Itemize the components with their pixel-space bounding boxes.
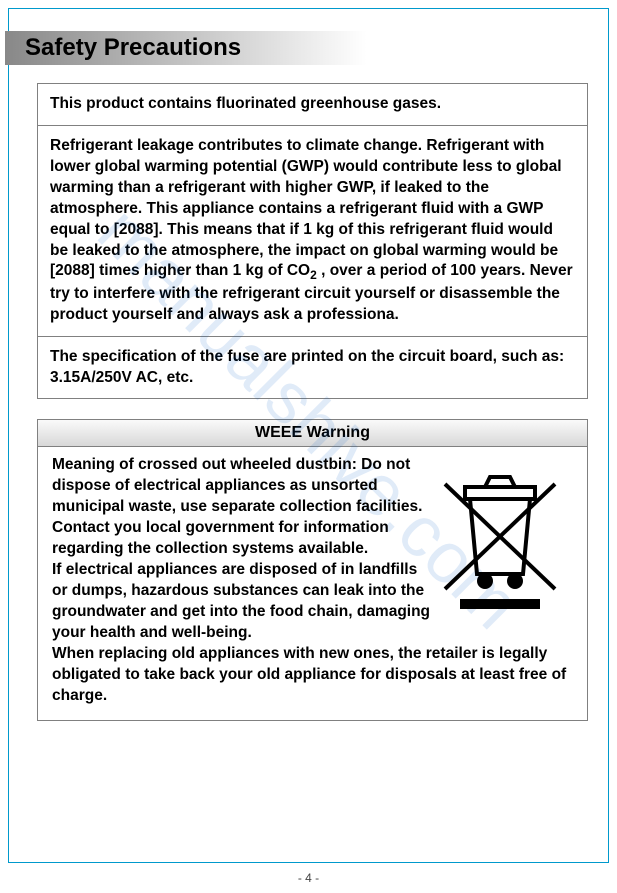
page-title: Safety Precautions: [25, 34, 241, 62]
weee-text-1: Meaning of crossed out wheeled dustbin: …: [52, 455, 432, 518]
safety-box: This product contains fluorinated greenh…: [37, 83, 588, 399]
weee-text-3: If electrical appliances are disposed of…: [52, 560, 432, 644]
weee-text-4: When replacing old appliances with new o…: [52, 644, 573, 707]
page-frame: manualshive.com Safety Precautions This …: [8, 8, 609, 863]
content-area: This product contains fluorinated greenh…: [9, 65, 608, 721]
safety-para-3: The specification of the fuse are printe…: [38, 336, 587, 399]
weee-body: Meaning of crossed out wheeled dustbin: …: [38, 447, 587, 720]
safety-para-2a: Refrigerant leakage contributes to clima…: [50, 137, 562, 280]
page-number: - 4 -: [0, 871, 617, 885]
weee-text-2: Contact you local government for informa…: [52, 518, 432, 560]
safety-para-2: Refrigerant leakage contributes to clima…: [38, 125, 587, 336]
weee-title: WEEE Warning: [38, 420, 587, 447]
crossed-bin-icon: [435, 469, 565, 619]
co2-subscript: 2: [310, 269, 317, 283]
header-bar: Safety Precautions: [5, 31, 608, 65]
weee-box: WEEE Warning Meaning of crossed out whee…: [37, 419, 588, 721]
safety-para-1: This product contains fluorinated greenh…: [38, 84, 587, 125]
